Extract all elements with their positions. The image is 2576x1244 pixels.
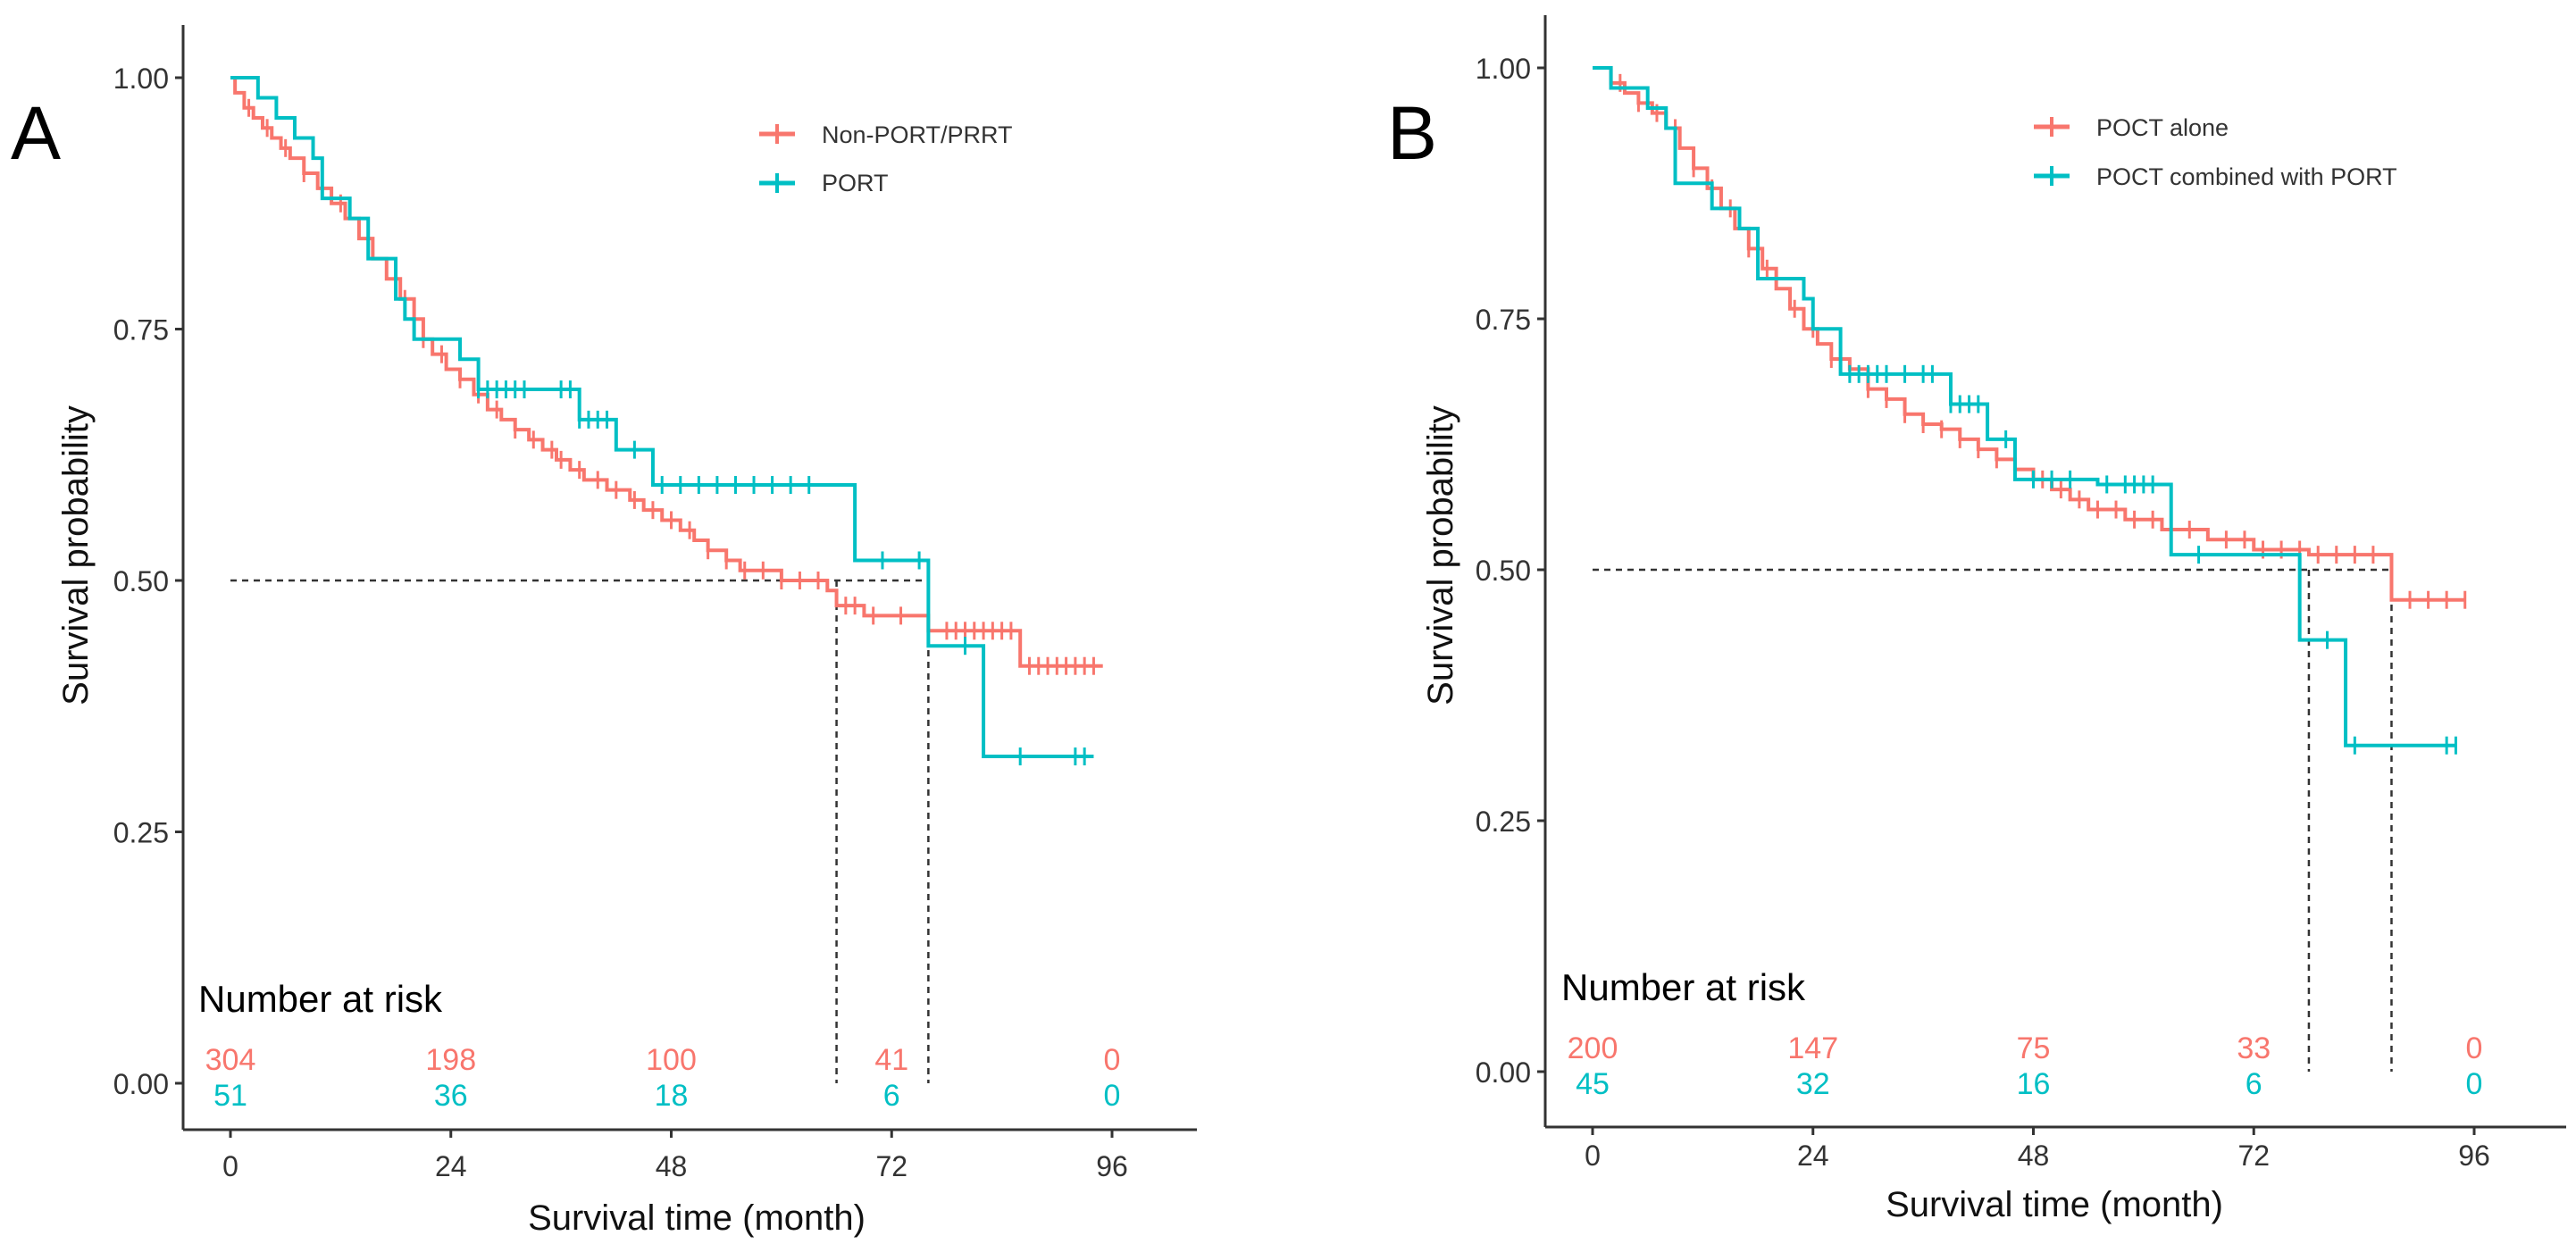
- plot-area: 0.00 0.25 0.50 0.75 1.00 0 24 48 72 96 200 147 75 33 0…: [1476, 15, 2566, 1172]
- panel-label: A: [11, 91, 61, 175]
- risk-table-title: Number at risk: [1561, 966, 1806, 1008]
- risk-count: 200: [1568, 1031, 1618, 1065]
- km-curve-group2: [1593, 66, 2456, 747]
- y-tick-label: 0.25: [1476, 806, 1531, 838]
- risk-count: 0: [2466, 1067, 2483, 1101]
- x-tick-label: 24: [435, 1150, 467, 1182]
- risk-count: 18: [655, 1079, 689, 1113]
- y-tick-label: 0.75: [113, 314, 169, 346]
- legend-label-1: POCT combined with PORT: [2096, 163, 2397, 190]
- plot-area: 0.00 0.25 0.50 0.75 1.00 0 24 48 72 96 304 198 100 41…: [113, 25, 1197, 1182]
- legend-label-0: POCT alone: [2096, 114, 2229, 141]
- risk-count: 0: [1104, 1079, 1121, 1113]
- panel-b: B Survival probability Survival time (mo…: [1387, 15, 2566, 1224]
- panel-a: A Survival probability Survival time (mo…: [11, 25, 1197, 1238]
- x-axis-label: Survival time (month): [528, 1198, 866, 1238]
- y-tick-label: 0.50: [113, 565, 169, 597]
- risk-count: 75: [2017, 1031, 2051, 1065]
- y-tick-label: 1.00: [1476, 53, 1531, 85]
- risk-count: 0: [2466, 1031, 2483, 1065]
- km-curve-group1: [230, 76, 1103, 668]
- x-tick-label: 96: [2458, 1140, 2490, 1172]
- y-tick-label: 0.25: [113, 817, 169, 849]
- x-axis-label: Survival time (month): [1886, 1185, 2223, 1224]
- x-tick-label: 96: [1096, 1150, 1128, 1182]
- x-tick-label: 72: [2237, 1140, 2270, 1172]
- x-tick-label: 72: [875, 1150, 907, 1182]
- x-tick-label: 48: [2018, 1140, 2050, 1172]
- risk-count: 6: [2246, 1067, 2262, 1101]
- y-tick-label: 0.50: [1476, 555, 1531, 587]
- risk-count: 304: [205, 1043, 256, 1077]
- legend-label-1: PORT: [822, 170, 889, 196]
- risk-count: 16: [2017, 1067, 2051, 1101]
- risk-count: 147: [1787, 1031, 1838, 1065]
- y-axis-label: Survival probability: [1421, 405, 1460, 705]
- risk-count: 6: [883, 1079, 900, 1113]
- y-axis-label: Survival probability: [56, 405, 96, 705]
- y-tick-label: 1.00: [113, 63, 169, 95]
- risk-table-title: Number at risk: [198, 978, 443, 1020]
- risk-count: 100: [646, 1043, 697, 1077]
- risk-count: 45: [1576, 1067, 1610, 1101]
- risk-count: 32: [1796, 1067, 1830, 1101]
- risk-count: 198: [425, 1043, 476, 1077]
- risk-count: 0: [1104, 1043, 1121, 1077]
- y-tick-label: 0.00: [1476, 1056, 1531, 1089]
- km-curve-group2: [230, 76, 1094, 759]
- x-tick-label: 0: [222, 1150, 238, 1182]
- legend-label-0: Non-PORT/PRRT: [822, 121, 1013, 148]
- y-tick-label: 0.75: [1476, 304, 1531, 336]
- x-tick-label: 48: [656, 1150, 688, 1182]
- risk-count: 36: [434, 1079, 468, 1113]
- risk-count: 51: [213, 1079, 247, 1113]
- x-tick-label: 24: [1797, 1140, 1829, 1172]
- y-tick-label: 0.00: [113, 1068, 169, 1100]
- risk-count: 41: [874, 1043, 908, 1077]
- x-tick-label: 0: [1585, 1140, 1601, 1172]
- risk-count: 33: [2237, 1031, 2271, 1065]
- panel-label: B: [1387, 91, 1437, 175]
